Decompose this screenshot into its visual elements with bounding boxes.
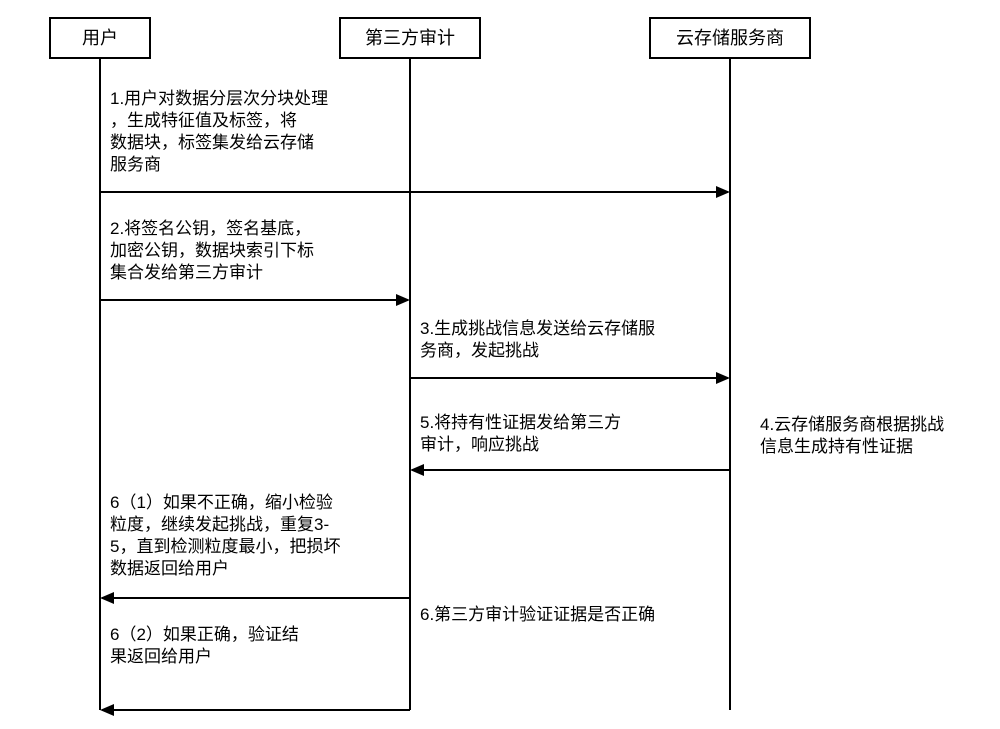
note-n4: 4.云存储服务商根据挑战信息生成持有性证据 [760, 415, 944, 456]
message-text: 数据块，标签集发给云存储 [110, 133, 314, 152]
message-text: 5，直到检测粒度最小，把损坏 [110, 537, 340, 556]
arrow-head [716, 186, 730, 198]
message-text: 3.生成挑战信息发送给云存储服 [420, 319, 655, 338]
note-n6: 6.第三方审计验证证据是否正确 [420, 605, 655, 624]
note-text: 6.第三方审计验证证据是否正确 [420, 605, 655, 624]
message-text: 数据返回给用户 [110, 559, 229, 578]
message-m1: 1.用户对数据分层次分块处理 ，生成特征值及标签，将数据块，标签集发给云存储服务商 [100, 89, 730, 198]
message-m3: 3.生成挑战信息发送给云存储服务商，发起挑战 [410, 319, 730, 384]
message-text: 6（1）如果不正确，缩小检验 [110, 493, 333, 512]
message-m61: 6（1）如果不正确，缩小检验粒度，继续发起挑战，重复3- 5，直到检测粒度最小，把… [100, 493, 410, 604]
message-text: 加密公钥，数据块索引下标 [110, 241, 314, 260]
message-text: 务商，发起挑战 [420, 341, 539, 360]
message-m2: 2.将签名公钥，签名基底， 加密公钥，数据块索引下标集合发给第三方审计 [100, 219, 410, 306]
note-text: 信息生成持有性证据 [760, 437, 913, 456]
message-text: 审计，响应挑战 [420, 435, 539, 454]
message-m62: 6（2）如果正确，验证结果返回给用户 [100, 625, 410, 716]
message-text: 集合发给第三方审计 [110, 263, 263, 282]
message-text: 粒度，继续发起挑战，重复3- [110, 515, 329, 534]
message-m5: 5.将持有性证据发给第三方审计，响应挑战 [410, 413, 730, 476]
arrow-head [100, 704, 114, 716]
lifeline-csp: 云存储服务商 [650, 18, 810, 710]
lifeline-label: 云存储服务商 [676, 28, 784, 48]
message-text: 2.将签名公钥，签名基底， [110, 219, 311, 238]
message-text: 1.用户对数据分层次分块处理 [110, 89, 328, 108]
message-text: 服务商 [110, 155, 161, 174]
arrow-head [100, 592, 114, 604]
arrow-head [410, 464, 424, 476]
sequence-diagram: 用户 第三方审计 云存储服务商 1.用户对数据分层次分块处理 ，生成特征值及标签，将数据… [0, 0, 1000, 729]
message-text: ，生成特征值及标签，将 [110, 111, 297, 130]
lifeline-label: 用户 [82, 28, 118, 48]
message-text: 6（2）如果正确，验证结 [110, 625, 299, 644]
message-text: 果返回给用户 [110, 647, 212, 666]
note-text: 4.云存储服务商根据挑战 [760, 415, 944, 434]
message-text: 5.将持有性证据发给第三方 [420, 413, 621, 432]
lifeline-label: 第三方审计 [365, 28, 455, 48]
arrow-head [396, 294, 410, 306]
arrow-head [716, 372, 730, 384]
